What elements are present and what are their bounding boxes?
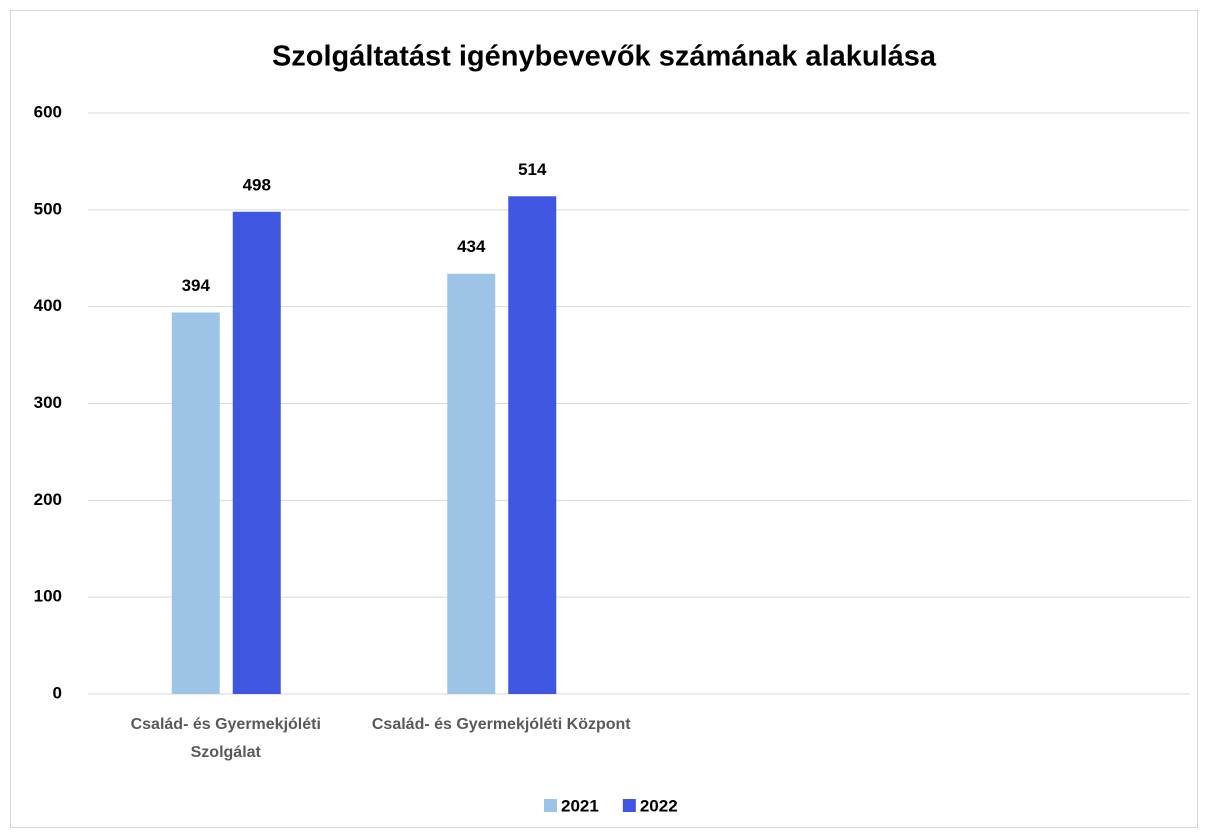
bar	[447, 273, 496, 694]
y-tick-label: 0	[53, 683, 62, 702]
y-tick-label: 600	[34, 102, 62, 121]
y-tick-label: 200	[34, 490, 62, 509]
x-tick-label: Család- és Gyermekjóléti Központ	[371, 716, 631, 733]
bar	[171, 312, 220, 694]
data-label: 498	[243, 175, 271, 194]
legend-label: 2022	[640, 796, 678, 815]
data-label: 514	[518, 160, 547, 179]
y-tick-label: 400	[34, 296, 62, 315]
x-tick-label: Család- és Gyermekjóléti Szolgálat	[130, 716, 321, 761]
bar	[508, 196, 557, 694]
data-label: 394	[182, 276, 211, 295]
y-tick-label: 300	[34, 393, 62, 412]
y-tick-label: 100	[34, 587, 62, 606]
chart-title: Szolgáltatást igénybevevők számának alak…	[272, 41, 937, 73]
legend-swatch	[544, 799, 557, 812]
y-tick-label: 500	[34, 199, 62, 218]
legend-label: 2021	[561, 796, 599, 815]
bar	[232, 211, 281, 694]
data-label: 434	[457, 237, 486, 256]
legend-swatch	[622, 799, 636, 812]
